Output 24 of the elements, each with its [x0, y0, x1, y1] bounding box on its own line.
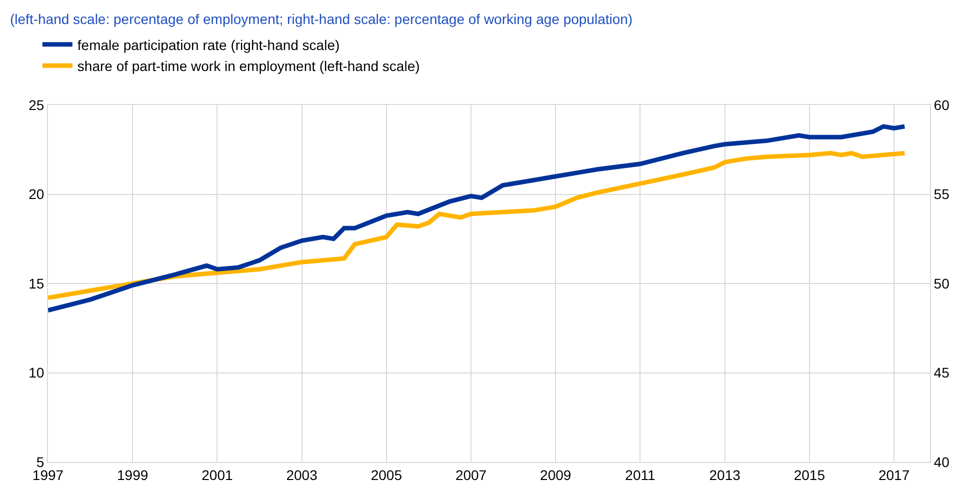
x-tick-label: 2009 — [540, 466, 572, 483]
y2-tick-label: 50 — [934, 275, 950, 292]
y2-tick-label: 45 — [934, 364, 950, 381]
x-tick-label: 2015 — [794, 466, 826, 483]
y2-tick-label: 60 — [934, 96, 950, 113]
y-tick-label: 25 — [28, 96, 44, 113]
line-series — [48, 124, 907, 313]
y-tick-label: 10 — [28, 364, 44, 381]
line-series — [48, 150, 907, 300]
legend-label: female participation rate (right-hand scale) — [77, 36, 340, 53]
x-tick-label: 2001 — [202, 466, 233, 483]
x-tick-label: 2005 — [370, 466, 402, 483]
x-tick-label: 2007 — [455, 466, 487, 483]
x-tick-label: 2003 — [286, 466, 318, 483]
legend-label: share of part-time work in employment (left-hand scale) — [77, 58, 420, 74]
x-tick-label: 2013 — [709, 466, 741, 483]
y-tick-label: 15 — [28, 275, 44, 292]
y2-tick-label: 40 — [934, 454, 950, 470]
y-tick-label: 20 — [28, 186, 44, 202]
x-tick-label: 1999 — [117, 466, 148, 483]
y2-tick-label: 55 — [934, 186, 950, 202]
x-tick-label: 2017 — [878, 466, 910, 483]
x-tick-label: 2011 — [625, 466, 656, 483]
chart-subtitle: (left-hand scale: percentage of employment; right-hand scale: percentage of working age population) — [10, 11, 633, 27]
